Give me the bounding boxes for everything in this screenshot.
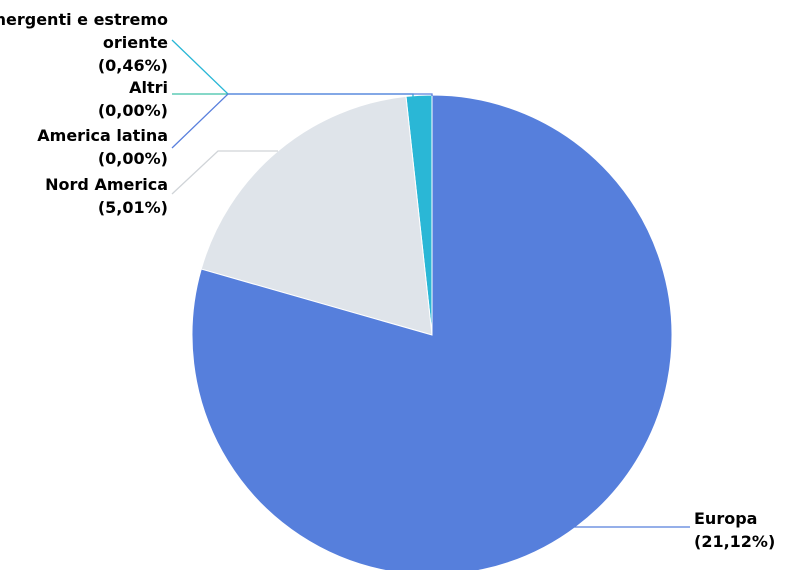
slice-label-line: (0,00%) (98, 101, 168, 120)
slice-label-nord-america: Nord America (5,01%) (45, 175, 168, 217)
slice-label-line: Nord America (45, 175, 168, 194)
pie-slices (191, 94, 673, 570)
slice-label-line: (21,12%) (694, 532, 775, 551)
slice-label-line: Mercati emergenti e estremo (0, 10, 168, 29)
slice-label-line: oriente (103, 33, 168, 52)
slice-label-mercati-emergenti-e-estremo-oriente: Mercati emergenti e estremo oriente (0,46%… (0, 10, 168, 75)
leader-line-mercati-emergenti-e-estremo-oriente (171, 39, 414, 97)
leader-lines (171, 39, 690, 528)
slice-label-line: America latina (37, 126, 168, 145)
slice-label-line: Europa (694, 509, 757, 528)
slice-labels: Mercati emergenti e estremo oriente (0,46%… (0, 10, 775, 551)
leader-line-america-latina (171, 93, 433, 149)
slice-label-line: (5,01%) (98, 198, 168, 217)
slice-label-europa: Europa (21,12%) (694, 509, 775, 551)
slice-label-line: Altri (129, 78, 168, 97)
slice-label-line: (0,00%) (98, 149, 168, 168)
slice-label-line: (0,46%) (98, 56, 168, 75)
slice-label-altri: Altri (0,00%) (98, 78, 168, 120)
slice-label-america-latina: America latina (0,00%) (37, 126, 168, 168)
leader-line-nord-america (171, 150, 278, 195)
